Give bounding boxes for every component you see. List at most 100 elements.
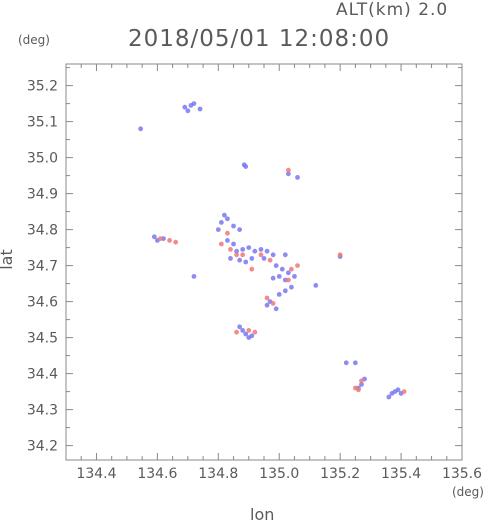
- x-tick-label: 135.4: [381, 466, 421, 482]
- echo-point: [225, 238, 230, 243]
- echo-point: [279, 266, 285, 272]
- echo-point: [267, 257, 273, 263]
- echo-point: [243, 164, 249, 170]
- echo-point: [343, 360, 349, 366]
- echo-point: [249, 256, 255, 261]
- y-tick-label: 34.4: [27, 367, 58, 383]
- echo-point: [264, 295, 270, 301]
- echo-point: [285, 171, 291, 177]
- echo-point: [249, 333, 255, 339]
- echo-point: [222, 212, 227, 218]
- echo-point: [240, 247, 246, 252]
- echo-point: [234, 329, 239, 335]
- echo-point: [197, 106, 203, 112]
- x-tick-label: 135.2: [320, 466, 360, 482]
- echo-point: [138, 126, 144, 132]
- echo-point: [273, 306, 279, 312]
- echo-point: [243, 331, 249, 337]
- echo-point: [173, 239, 179, 245]
- altitude-label: ALT(km) 2.0: [336, 0, 449, 20]
- echo-point: [234, 252, 239, 258]
- y-tick-label: 34.6: [27, 295, 58, 311]
- x-tick-label: 134.8: [198, 466, 238, 482]
- echo-point: [246, 245, 252, 251]
- x-tick-label: 134.6: [137, 466, 177, 482]
- echo-point: [240, 328, 246, 333]
- x-tick-label: 134.4: [76, 466, 116, 482]
- echo-point: [252, 248, 258, 254]
- echo-point: [352, 385, 358, 391]
- echo-point: [285, 277, 291, 283]
- echo-point: [182, 104, 188, 110]
- echo-point: [285, 167, 291, 173]
- y-tick-label: 34.2: [27, 439, 58, 455]
- echo-point: [258, 252, 264, 258]
- plot-frame: [65, 63, 463, 461]
- echo-point: [240, 252, 246, 258]
- y-tick-label: 35.1: [27, 115, 58, 131]
- echo-point: [359, 378, 364, 384]
- echo-point: [292, 274, 297, 279]
- echo-point: [270, 252, 276, 258]
- x-axis-label: lon: [250, 505, 275, 524]
- echo-point: [249, 266, 255, 272]
- echo-point: [225, 216, 230, 222]
- echo-point: [231, 223, 236, 229]
- echo-point: [261, 256, 267, 261]
- echo-point: [276, 274, 282, 279]
- echo-point: [270, 275, 276, 281]
- echo-point: [295, 175, 300, 180]
- x-unit-label: (deg): [452, 485, 484, 499]
- x-tick-label: 135.6: [442, 466, 482, 482]
- echo-point: [237, 227, 243, 233]
- echo-point: [215, 227, 221, 233]
- echo-point: [264, 302, 270, 308]
- y-tick-label: 34.5: [27, 331, 58, 347]
- echo-point: [295, 263, 300, 268]
- echo-point: [151, 234, 157, 240]
- timestamp-title: 2018/05/01 12:08:00: [128, 26, 391, 52]
- echo-point: [231, 241, 236, 247]
- y-tick-label: 35.2: [27, 79, 58, 95]
- echo-point: [270, 301, 276, 306]
- echo-point: [359, 382, 364, 387]
- echo-point: [234, 248, 239, 254]
- y-tick-label: 34.7: [27, 259, 58, 275]
- x-tick-label: 135.0: [259, 466, 299, 482]
- echo-point: [191, 274, 197, 279]
- echo-point: [289, 284, 294, 290]
- echo-point: [337, 252, 343, 258]
- echo-point: [228, 256, 233, 261]
- y-tick-label: 34.9: [27, 187, 58, 203]
- echo-point: [313, 283, 319, 288]
- echo-point: [228, 247, 233, 252]
- echo-point: [218, 220, 224, 225]
- echo-point: [395, 387, 401, 393]
- echo-point: [285, 270, 291, 276]
- echo-point: [282, 288, 288, 294]
- echo-point: [237, 257, 243, 263]
- echo-point: [243, 259, 249, 265]
- echo-point: [225, 230, 230, 236]
- echo-point: [401, 389, 407, 394]
- y-tick-label: 34.3: [27, 403, 58, 419]
- echo-point: [218, 241, 224, 247]
- y-tick-label: 35.0: [27, 151, 58, 167]
- echo-point: [276, 292, 282, 297]
- echo-point: [167, 238, 172, 243]
- echo-point: [289, 266, 294, 272]
- echo-point: [158, 236, 163, 242]
- echo-point: [246, 328, 252, 333]
- y-tick-label: 34.8: [27, 223, 58, 239]
- echo-point: [264, 248, 270, 254]
- echo-point: [191, 101, 197, 106]
- echo-point: [237, 324, 243, 330]
- echo-point: [273, 263, 279, 268]
- echo-point: [386, 394, 392, 400]
- echo-point: [185, 108, 191, 114]
- echo-point: [352, 360, 358, 366]
- y-unit-label: (deg): [18, 33, 50, 47]
- echo-point: [282, 252, 288, 258]
- echo-point: [252, 329, 258, 335]
